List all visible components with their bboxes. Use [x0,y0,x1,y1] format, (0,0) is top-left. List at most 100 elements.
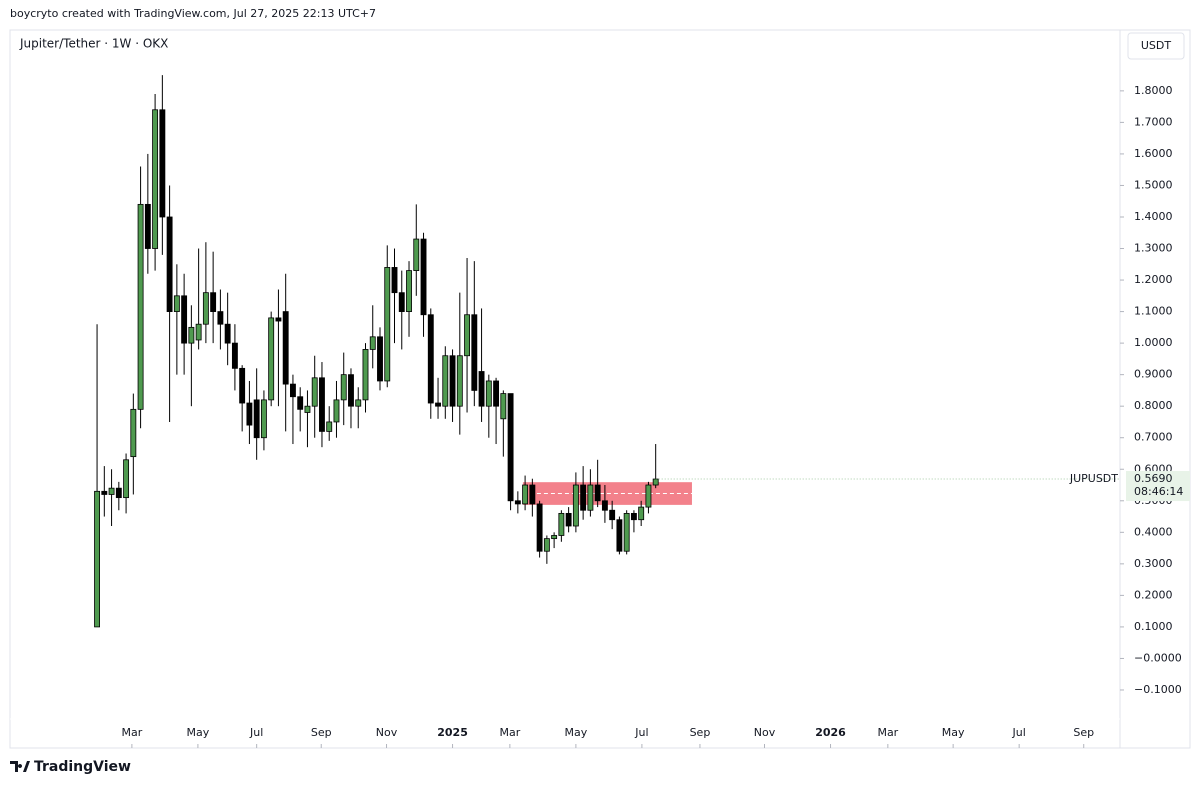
candle-body [427,314,434,404]
candle-body [94,490,100,628]
candle-body [601,500,608,511]
candle-body [478,371,485,407]
currency-box[interactable] [1127,32,1185,60]
y-tick-label: 1.3000 [1134,242,1173,255]
candle-body [231,342,238,369]
credit: boycryto created with TradingView.com, J… [10,7,376,20]
y-tick-label: −0.0000 [1134,651,1182,664]
currency: USDT [1141,39,1172,52]
candle-body [304,405,311,413]
y-tick-label: 1.1000 [1134,305,1173,318]
candle-body [159,109,166,218]
last-price: 0.5690 [1134,472,1173,485]
candle-body [130,408,137,458]
candle-body [587,484,594,511]
candle-body [282,311,289,385]
candle-body [348,374,354,407]
candle-body [391,267,398,294]
candle-body [435,402,441,407]
candle-body [246,402,253,426]
brand: TradingView [34,759,131,775]
candle-body [522,484,529,505]
candle-body [471,314,478,391]
x-tick-label: Nov [754,726,776,739]
candle-body [123,459,130,499]
x-tick-label: Mar [121,726,142,739]
y-tick-label: 1.5000 [1134,178,1173,191]
y-tick-label: 0.4000 [1134,525,1173,538]
y-tick-label: 0.9000 [1134,368,1173,381]
candle-body [275,317,282,322]
candle-body [529,484,536,505]
y-tick-label: 1.4000 [1134,210,1173,223]
candle-body [442,355,449,407]
candle-body [188,326,195,344]
candle-body [108,487,115,495]
candle-body [297,396,304,410]
candle-body [565,512,572,527]
x-tick-label: May [942,726,965,739]
candle-body [543,538,550,552]
candle-body [319,377,325,432]
x-tick-label: Mar [499,726,520,739]
candle-body [558,512,565,536]
candle-body [609,509,616,521]
candle-body [630,512,637,521]
x-tick-label: May [187,726,210,739]
candle-body [268,317,275,401]
candle-body [166,216,173,312]
candle-body [137,203,144,410]
tv-logo [10,761,30,772]
y-tick-label: 0.7000 [1134,431,1173,444]
candle-body [652,478,659,486]
x-tick-label: Jul [249,726,263,739]
y-tick-label: −0.1000 [1134,683,1182,696]
candle-body [290,383,296,398]
candle-body [195,323,202,341]
candle-body [493,380,500,407]
chart-frame [9,29,1191,749]
candle-body [551,535,558,540]
y-tick-label: 1.0000 [1134,336,1173,349]
symbol-label: JUPUSDT [1069,472,1118,485]
countdown: 08:46:14 [1134,485,1183,498]
x-tick-label: Jul [1012,726,1026,739]
candle-body [152,109,159,249]
x-tick-label: Sep [690,726,711,739]
y-tick-label: 0.1000 [1134,620,1173,633]
candle-body [217,311,224,325]
candle-body [514,500,521,505]
candle-body [572,484,579,527]
y-tick-label: 1.8000 [1134,84,1173,97]
x-tick-label: 2025 [437,726,468,739]
y-tick-label: 1.2000 [1134,273,1173,286]
candle-body [181,295,188,344]
x-tick-label: Nov [376,726,398,739]
candle-body [449,355,456,407]
candle-body [115,487,122,499]
y-tick-label: 1.6000 [1134,147,1173,160]
candle-body [239,367,246,404]
chart-title: Jupiter/Tether · 1W · OKX [19,37,168,51]
candle-body [616,519,623,552]
candle-body [645,484,652,508]
candle-body [507,393,514,502]
y-tick-label: 0.8000 [1134,399,1173,412]
candle-body [362,349,369,401]
candle-body [202,292,209,325]
candle-body [536,503,543,552]
candle-body [398,292,405,312]
candle-body [500,393,507,420]
candle-body [173,295,180,312]
candle-body [311,377,318,407]
candle-body [485,380,492,407]
candle-body [377,336,383,382]
candle-body [420,238,427,316]
y-tick-label: 0.3000 [1134,557,1173,570]
candle-body [101,490,108,495]
candle-body [355,399,362,407]
candle-body [413,238,420,271]
candle-body [144,203,151,249]
